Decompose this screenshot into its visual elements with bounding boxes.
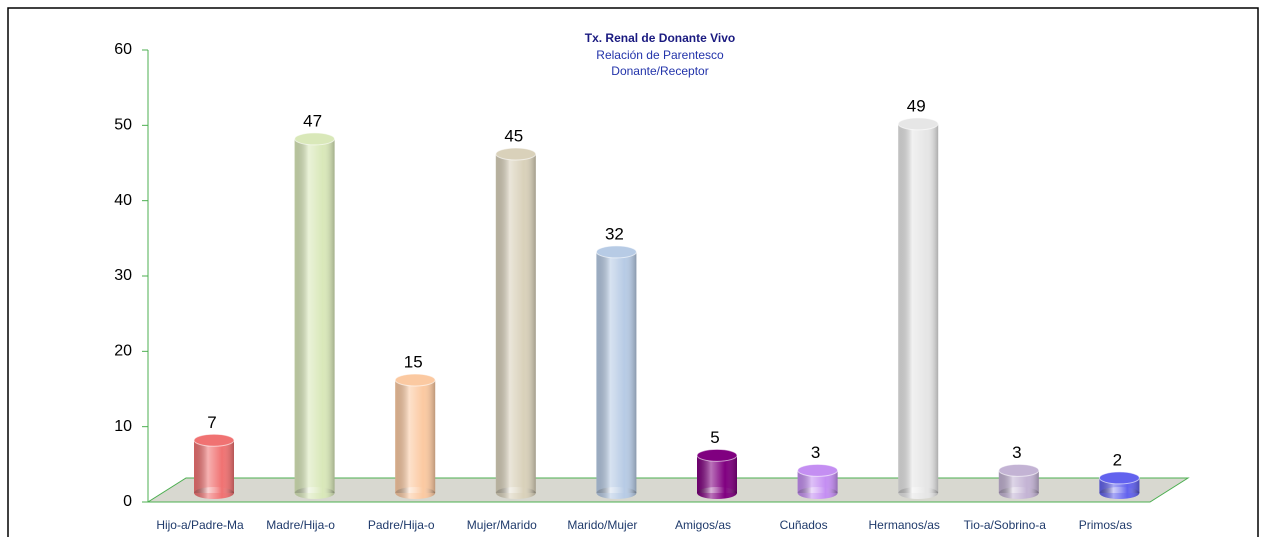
- value-label-bg: [302, 111, 327, 132]
- x-tick-label: Amigos/as: [675, 518, 731, 532]
- y-tick-label: 40: [114, 192, 132, 209]
- chart-subtitle: Relación de Parentesco: [596, 48, 724, 62]
- bar-shine: [294, 138, 335, 493]
- bar-base-shine: [194, 487, 234, 499]
- bar-shine: [395, 380, 436, 493]
- y-tick-label: 50: [114, 117, 132, 134]
- value-label-bg: [1006, 443, 1031, 464]
- value-label-bg: [503, 127, 528, 147]
- bar-base-shine: [998, 487, 1039, 499]
- bar-base-shine: [395, 487, 436, 499]
- value-label-bg: [202, 413, 226, 434]
- bar-top: [394, 373, 436, 387]
- bar-top: [595, 245, 637, 259]
- bar-shine: [194, 440, 234, 493]
- value-label-bg: [805, 443, 830, 464]
- value-label: 5: [710, 428, 719, 447]
- bar-shine: [596, 251, 637, 493]
- value-label-bg: [906, 96, 931, 117]
- value-label: 2: [1113, 450, 1122, 469]
- bar-top: [696, 448, 738, 462]
- y-tick-label: 60: [114, 41, 132, 58]
- x-tick-label: Primos/as: [1079, 518, 1132, 532]
- title-box: [560, 30, 760, 84]
- value-label: 47: [303, 111, 322, 130]
- y-tick-label: 0: [123, 493, 132, 510]
- value-label-bg: [403, 353, 428, 373]
- value-label: 3: [1012, 443, 1021, 462]
- bar-top: [193, 433, 235, 447]
- value-label-bg: [1107, 450, 1132, 471]
- x-tick-label: Tio-a/Sobrino-a: [964, 518, 1047, 532]
- chart-subtitle: Donante/Receptor: [611, 64, 708, 78]
- x-tick-label: Hermanos/as: [869, 518, 940, 532]
- y-tick-label: 30: [114, 267, 132, 284]
- bar-top: [797, 463, 839, 477]
- bar-base-shine: [697, 487, 737, 499]
- y-tick-label: 10: [114, 418, 132, 435]
- bar-shine: [898, 123, 939, 493]
- bar-base-shine: [495, 487, 536, 499]
- x-tick-label: Padre/Hija-o: [368, 518, 435, 532]
- value-label-bg: [705, 428, 729, 449]
- value-label: 15: [404, 352, 423, 371]
- bar-top: [897, 117, 939, 131]
- chart-title: Tx. Renal de Donante Vivo: [585, 31, 735, 45]
- bar-top: [495, 147, 537, 161]
- value-label: 7: [207, 413, 216, 432]
- value-label-bg: [604, 224, 629, 245]
- x-tick-label: Cuñados: [780, 518, 828, 532]
- bar-base-shine: [898, 487, 939, 499]
- x-tick-label: Hijo-a/Padre-Ma: [156, 518, 244, 532]
- bar-base-shine: [797, 487, 838, 499]
- bar-top: [998, 463, 1040, 477]
- x-tick-label: Mujer/Marido: [467, 518, 537, 532]
- y-tick-label: 20: [114, 343, 132, 360]
- value-label: 3: [811, 443, 820, 462]
- bar-top: [1098, 471, 1140, 485]
- value-label: 45: [504, 126, 523, 145]
- bar-shine: [495, 154, 536, 493]
- bar-base-shine: [1099, 487, 1140, 499]
- value-label: 49: [907, 96, 926, 115]
- bar-base-shine: [294, 487, 335, 499]
- bar-base-shine: [596, 487, 637, 499]
- x-tick-label: Madre/Hija-o: [266, 518, 335, 532]
- x-tick-label: Marido/Mujer: [567, 518, 637, 532]
- value-label: 32: [605, 224, 624, 243]
- bar-top: [294, 132, 336, 146]
